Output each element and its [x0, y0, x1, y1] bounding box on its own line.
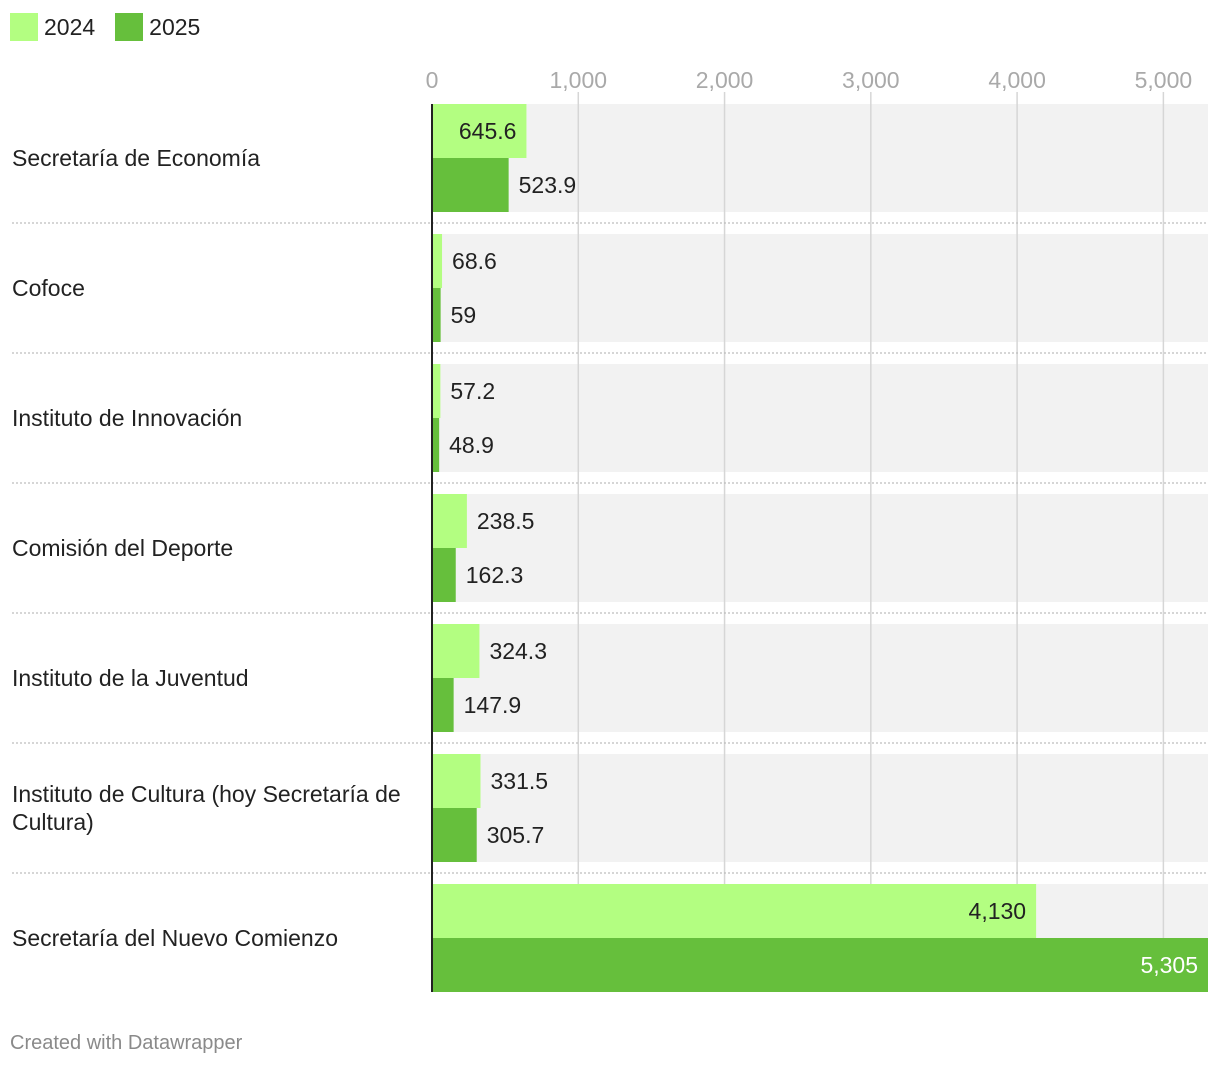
value-label-2024: 57.2	[450, 378, 495, 404]
x-tick-label: 0	[426, 67, 439, 93]
value-label-2025: 147.9	[464, 692, 522, 718]
bar-2025	[432, 418, 440, 472]
bar-2025	[432, 548, 456, 602]
footer-credit: Created with Datawrapper	[10, 1032, 243, 1054]
row-background	[432, 624, 1208, 732]
category-label: Cofoce	[12, 275, 85, 301]
bar-2024	[432, 624, 480, 678]
x-tick-label: 4,000	[988, 67, 1046, 93]
legend-swatch-2024	[10, 13, 38, 41]
bar-2025	[432, 678, 454, 732]
bar-2025	[432, 158, 509, 212]
legend: 2024 2025	[10, 12, 220, 42]
legend-label-2025: 2025	[149, 13, 201, 40]
value-label-2025: 162.3	[466, 562, 524, 588]
bar-2024	[432, 234, 443, 288]
x-tick-label: 1,000	[549, 67, 607, 93]
bar-2024	[432, 884, 1037, 938]
value-label-2025: 305.7	[487, 822, 545, 848]
row-background	[432, 494, 1208, 602]
value-label-2024: 645.6	[459, 118, 517, 144]
bar-2025	[432, 938, 1208, 992]
value-label-2024: 324.3	[489, 638, 547, 664]
bar-2024	[432, 754, 481, 808]
value-label-2025: 523.9	[519, 172, 577, 198]
row-background	[432, 754, 1208, 862]
category-label: Instituto de Innovación	[12, 405, 242, 431]
bar-2025	[432, 288, 441, 342]
row-background	[432, 104, 1208, 212]
value-label-2024: 331.5	[490, 768, 548, 794]
x-tick-label: 5,000	[1135, 67, 1193, 93]
category-label: Comisión del Deporte	[12, 535, 233, 561]
value-label-2024: 4,130	[969, 898, 1027, 924]
x-tick-label: 2,000	[696, 67, 754, 93]
row-background	[432, 364, 1208, 472]
legend-item-2024: 2024	[10, 13, 95, 41]
bar-2024	[432, 364, 441, 418]
value-label-2024: 68.6	[452, 248, 497, 274]
value-label-2025: 59	[451, 302, 477, 328]
legend-item-2025: 2025	[115, 13, 200, 41]
bar-2024	[432, 104, 527, 158]
bar-2025	[432, 808, 477, 862]
bar-chart: 0 1,000 2,000 3,000 4,000 5,000 Secretaría de …	[12, 67, 1208, 992]
category-label: Secretaría del Nuevo Comienzo	[12, 925, 338, 951]
legend-swatch-2025	[115, 13, 144, 41]
value-label-2025: 5,305	[1140, 952, 1198, 978]
category-label: Instituto de Cultura (hoy Secretaría de C…	[12, 781, 401, 835]
bar-2024	[432, 494, 467, 548]
x-tick-label: 3,000	[842, 67, 900, 93]
row-background	[432, 234, 1208, 342]
value-label-2025: 48.9	[449, 432, 494, 458]
value-label-2024: 238.5	[477, 508, 535, 534]
category-label: Instituto de la Juventud	[12, 665, 249, 691]
legend-label-2024: 2024	[44, 13, 96, 40]
category-label: Secretaría de Economía	[12, 145, 260, 171]
